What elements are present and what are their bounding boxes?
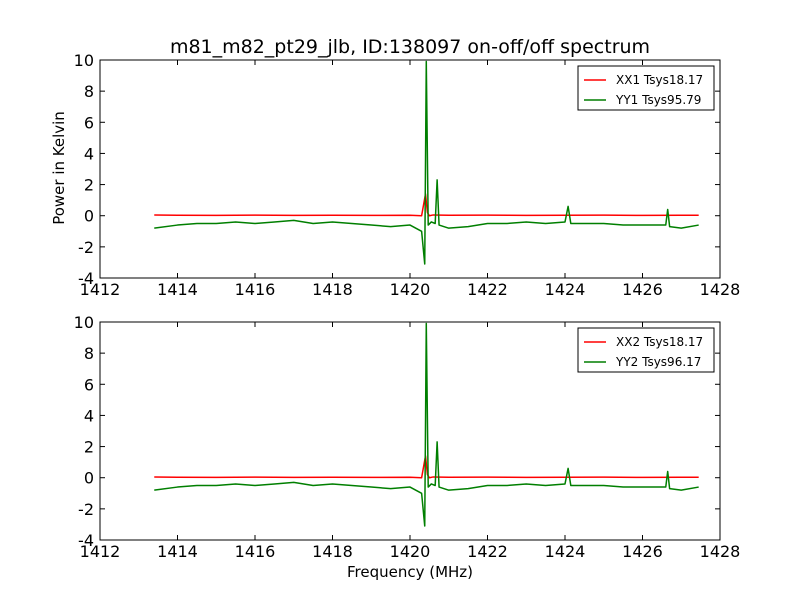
top-y-tick-label: 2 (84, 176, 94, 195)
top-y-tick-label: 6 (84, 113, 94, 132)
bottom-y-tick-label: -4 (78, 531, 94, 550)
bottom-y-tick-label: -2 (78, 500, 94, 519)
bottom-series-line-yy (154, 322, 699, 527)
top-x-tick-label: 1422 (467, 280, 508, 299)
bottom-y-tick-label: 6 (84, 375, 94, 394)
bottom-x-tick-label: 1420 (390, 542, 431, 561)
top-y-tick-label: 8 (84, 82, 94, 101)
top-x-tick-label: 1428 (700, 280, 741, 299)
bottom-legend-label: XX2 Tsys18.17 (616, 335, 703, 349)
bottom-x-tick-label: 1426 (622, 542, 663, 561)
top-legend-label: YY1 Tsys95.79 (615, 93, 701, 107)
bottom-y-tick-label: 0 (84, 469, 94, 488)
bottom-y-tick-label: 10 (74, 313, 94, 332)
bottom-x-tick-label: 1418 (312, 542, 353, 561)
bottom-legend-box (577, 327, 715, 373)
top-legend-label: XX1 Tsys18.17 (616, 73, 703, 87)
top-y-tick-label: 4 (84, 144, 94, 163)
bottom-y-tick-label: 4 (84, 406, 94, 425)
top-y-tick-label: -4 (78, 269, 94, 288)
top-x-tick-label: 1412 (80, 280, 121, 299)
top-y-tick-label: -2 (78, 238, 94, 257)
bottom-x-tick-label: 1424 (545, 542, 586, 561)
top-x-tick-label: 1414 (157, 280, 198, 299)
top-x-tick-label: 1424 (545, 280, 586, 299)
bottom-y-tick-label: 2 (84, 438, 94, 457)
bottom-x-tick-label: 1428 (700, 542, 741, 561)
top-series-line-yy (154, 60, 699, 265)
bottom-x-tick-label: 1412 (80, 542, 121, 561)
bottom-legend-label: YY2 Tsys96.17 (615, 355, 701, 369)
bottom-y-tick-label: 8 (84, 344, 94, 363)
bottom-spectrum-panel: 1412 1414 1416 1418 1420 1422 1424 1426 1428 -4 -2… (74, 313, 741, 561)
top-legend-box (577, 65, 715, 111)
top-x-tick-label: 1416 (235, 280, 276, 299)
top-x-tick-label: 1418 (312, 280, 353, 299)
x-axis-label: Frequency (MHz) (347, 563, 473, 581)
bottom-x-tick-label: 1416 (235, 542, 276, 561)
top-y-tick-label: 0 (84, 207, 94, 226)
top-spectrum-panel: 1412 1414 1416 1418 1420 1422 1424 1426 1428 -4 -2… (74, 51, 741, 299)
bottom-x-tick-label: 1414 (157, 542, 198, 561)
top-x-tick-label: 1426 (622, 280, 663, 299)
bottom-x-tick-label: 1422 (467, 542, 508, 561)
y-axis-label: Power in Kelvin (50, 111, 68, 225)
top-y-tick-label: 10 (74, 51, 94, 70)
top-x-tick-label: 1420 (390, 280, 431, 299)
chart-title: m81_m82_pt29_jlb, ID:138097 on-off/off s… (170, 36, 650, 58)
